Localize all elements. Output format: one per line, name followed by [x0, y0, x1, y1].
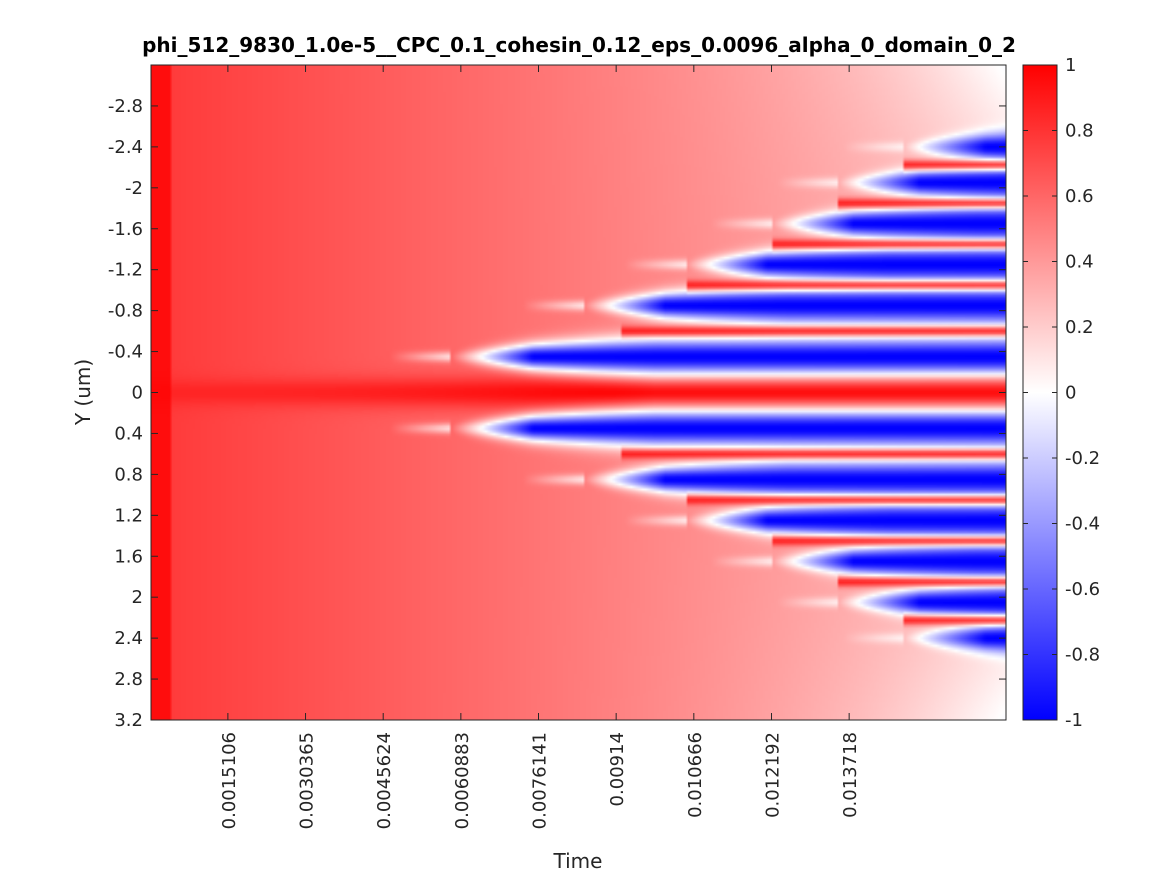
- plot-area: [150, 64, 1007, 721]
- y-tick-label: 1.2: [114, 505, 143, 526]
- y-tick-label: -2: [125, 178, 143, 199]
- y-tick-label: 0.8: [114, 464, 143, 485]
- y-tick-label: -2.8: [108, 96, 143, 117]
- y-tick-label: 2.4: [114, 628, 143, 649]
- colorbar-tick-label: -0.2: [1065, 448, 1100, 469]
- chart-title: phi_512_9830_1.0e-5__CPC_0.1_cohesin_0.1…: [142, 33, 1016, 57]
- x-tick-label: 0.00914: [607, 732, 628, 806]
- y-tick-label: -1.6: [108, 219, 143, 240]
- y-tick-label: -1.2: [108, 260, 143, 281]
- colorbar-tick-label: 0.6: [1065, 186, 1094, 207]
- x-tick-label: 0.0060883: [452, 732, 473, 829]
- y-tick-label: 0.4: [114, 423, 143, 444]
- y-axis-ticks: -2.8 -2.4 -2 -1.6 -1.2 -0.8 -0.4 0 0.4 0.8 1.2 1.6 2…: [108, 96, 1006, 731]
- colorbar-tick-label: 0.2: [1065, 317, 1094, 338]
- heatmap-image: [151, 65, 1006, 720]
- x-tick-label: 0.012192: [762, 732, 783, 818]
- colorbar-tick-label: 0.4: [1065, 252, 1094, 273]
- y-tick-label: 3.2: [114, 710, 143, 731]
- x-tick-label: 0.0030365: [297, 732, 318, 829]
- y-tick-label: 2.8: [114, 669, 143, 690]
- y-tick-label: -0.8: [108, 301, 143, 322]
- x-axis-ticks: 0.0015106 0.0030365 0.0045624 0.0060883 0.00…: [219, 65, 861, 829]
- x-tick-label: 0.0045624: [374, 732, 395, 829]
- y-tick-label: 1.6: [114, 546, 143, 567]
- colorbar-tick-label: -0.4: [1065, 514, 1100, 535]
- colorbar-tick-label: -1: [1065, 710, 1083, 731]
- colorbar: 1 0.8 0.6 0.4 0.2 0 -0.2 -0.4 -0.6 -0.8 -1: [1022, 55, 1100, 731]
- y-tick-label: -2.4: [108, 137, 143, 158]
- x-tick-label: 0.010666: [685, 732, 706, 818]
- x-tick-label: 0.0076141: [530, 732, 551, 829]
- y-tick-label: -0.4: [108, 342, 143, 363]
- x-axis-label: Time: [553, 849, 603, 873]
- y-tick-label: 2: [132, 587, 143, 608]
- colorbar-tick-label: 1: [1065, 55, 1076, 76]
- colorbar-tick-label: 0: [1065, 383, 1076, 404]
- colorbar-ticks: 1 0.8 0.6 0.4 0.2 0 -0.2 -0.4 -0.6 -0.8 -1: [1023, 55, 1100, 731]
- colorbar-gradient: [1022, 64, 1058, 721]
- y-tick-label: 0: [132, 383, 143, 404]
- y-axis-label: Y (um): [71, 359, 95, 426]
- x-tick-label: 0.013718: [840, 732, 861, 818]
- colorbar-tick-label: -0.6: [1065, 579, 1100, 600]
- x-tick-label: 0.0015106: [219, 732, 240, 829]
- colorbar-tick-label: -0.8: [1065, 645, 1100, 666]
- colorbar-tick-label: 0.8: [1065, 121, 1094, 142]
